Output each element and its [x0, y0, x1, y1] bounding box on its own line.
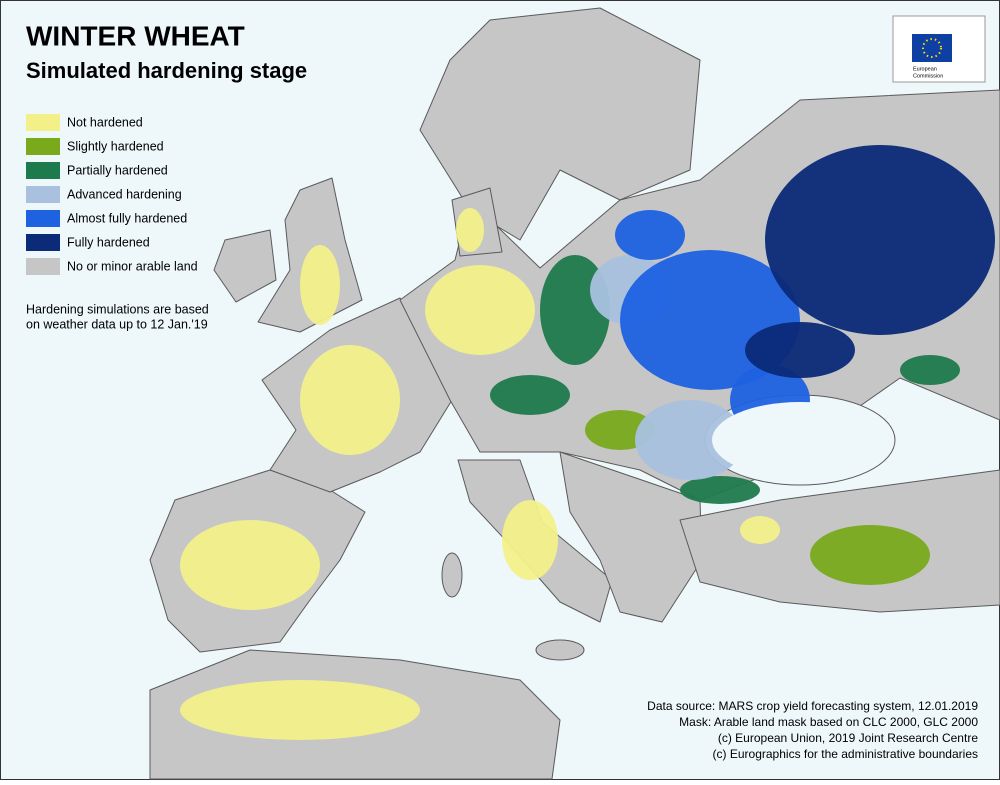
area-partially-hardened: [490, 375, 570, 415]
sicily: [535, 639, 585, 661]
area-not-hardened: [425, 265, 535, 355]
legend: Not hardened Slightly hardened Partially h…: [26, 114, 198, 275]
area-not-hardened: [300, 345, 400, 455]
eu-stars: [922, 38, 942, 58]
legend-swatch: [26, 234, 60, 251]
area-fully-hardened: [765, 145, 995, 335]
legend-label: Slightly hardened: [67, 139, 164, 153]
eu-logo: European Commission: [892, 15, 986, 83]
scandinavia: [419, 7, 701, 241]
area-not-hardened: [502, 500, 558, 580]
area-slightly-hardened: [810, 525, 930, 585]
title: WINTER WHEAT: [26, 20, 245, 51]
area-not-hardened: [180, 520, 320, 610]
balkans: [559, 451, 703, 623]
area-partially-hardened: [680, 476, 760, 504]
credit-line: Data source: MARS crop yield forecasting…: [647, 699, 978, 713]
legend-label: Almost fully hardened: [67, 211, 187, 225]
area-advanced-hardening: [635, 400, 745, 480]
legend-label: Advanced hardening: [67, 187, 182, 201]
legend-swatch: [26, 186, 60, 203]
area-not-hardened: [180, 680, 420, 740]
legend-swatch: [26, 162, 60, 179]
legend-swatch: [26, 138, 60, 155]
area-fully-hardened: [745, 322, 855, 378]
logo-text: European: [913, 66, 937, 72]
black-sea-water: [712, 402, 888, 478]
subtitle: Simulated hardening stage: [26, 58, 307, 83]
area-not-hardened: [740, 516, 780, 544]
credit-line: Mask: Arable land mask based on CLC 2000…: [679, 715, 978, 729]
legend-swatch: [26, 114, 60, 131]
note-line: on weather data up to 12 Jan.'19: [26, 317, 208, 331]
logo-text: Commission: [913, 73, 943, 79]
area-not-hardened: [456, 208, 484, 252]
credits: Data source: MARS crop yield forecasting…: [647, 699, 978, 761]
legend-label: Partially hardened: [67, 163, 168, 177]
credit-line: (c) European Union, 2019 Joint Research …: [718, 731, 978, 745]
legend-label: Fully hardened: [67, 235, 150, 249]
area-almost-fully-hardened: [615, 210, 685, 260]
legend-label: Not hardened: [67, 115, 143, 129]
area-not-hardened: [300, 245, 340, 325]
area-partially-hardened: [900, 355, 960, 385]
legend-label: No or minor arable land: [67, 259, 198, 273]
sardinia: [441, 552, 463, 598]
ireland: [213, 229, 277, 303]
legend-swatch: [26, 210, 60, 227]
credit-line: (c) Eurographics for the administrative …: [713, 747, 978, 761]
note-line: Hardening simulations are based: [26, 302, 209, 316]
legend-swatch: [26, 258, 60, 275]
